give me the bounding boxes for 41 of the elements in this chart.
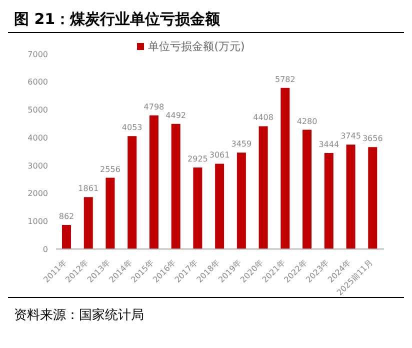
data-label: 4492 [166,110,186,120]
data-label: 4053 [122,123,142,132]
bar [302,130,312,249]
text: 资料来源：国家统计局 [14,307,145,324]
y-tick-label: 7000 [28,50,48,59]
data-label: 3459 [231,140,252,149]
y-tick-label: 3000 [28,161,48,170]
bar [128,136,137,249]
data-label: 3444 [318,140,340,150]
data-label: 3061 [209,150,230,160]
y-tick-label: 4000 [28,133,48,142]
bar [215,164,224,249]
data-label: 2556 [100,164,120,174]
y-tick-label: 2000 [28,189,48,198]
legend-label: 单位亏损金额(万元) [148,40,245,53]
bar [368,147,378,249]
bar [171,124,180,249]
y-tick-label: 5000 [28,106,48,115]
data-label: 4798 [144,102,164,112]
data-label: 2925 [188,154,208,164]
bar [149,115,158,249]
bar [106,178,115,249]
data-label: 1861 [78,184,99,194]
data-label: 862 [58,212,74,221]
bar [236,152,246,249]
data-label: 3656 [362,134,383,144]
bar [280,88,290,249]
data-label: 3745 [340,132,361,141]
bar [84,197,93,249]
bar [324,153,334,249]
data-label: 5782 [274,74,296,84]
y-tick-label: 6000 [28,78,48,87]
chart-title: 图 21：煤炭行业单位亏损金额 [8,8,404,33]
bar [346,144,356,249]
y-tick-label: 1000 [28,216,48,226]
y-tick-label: 0 [42,244,48,254]
data-label: 4280 [296,116,318,126]
data-label: 4408 [253,113,274,122]
bar [193,168,202,249]
bar [62,224,71,249]
bar [258,126,268,249]
